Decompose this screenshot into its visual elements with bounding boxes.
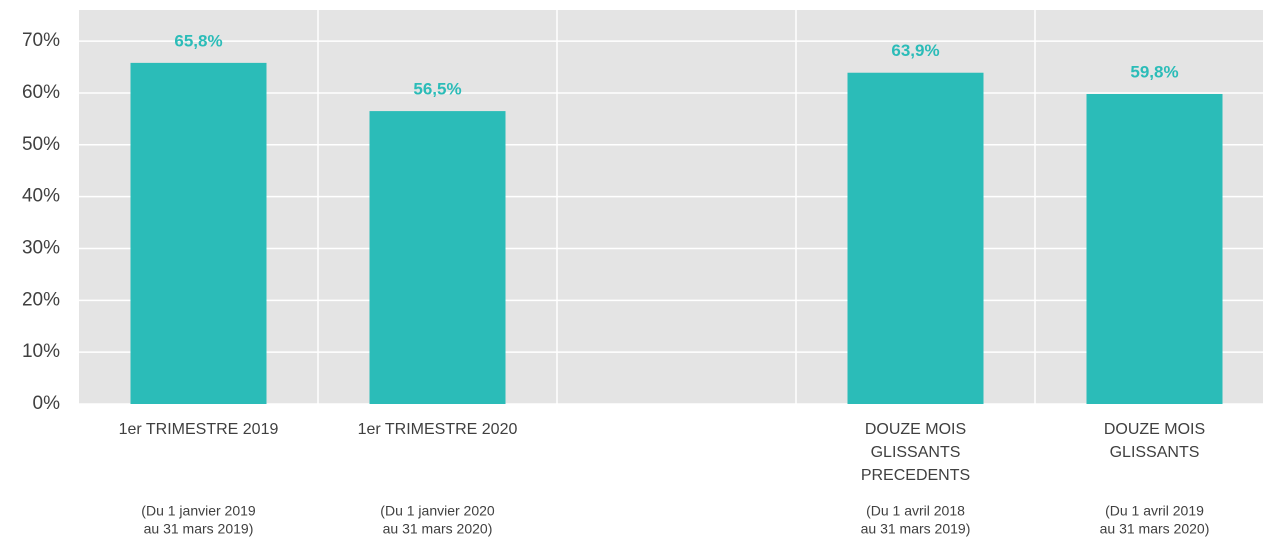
- period-label: (Du 1 avril 2019: [1105, 503, 1204, 519]
- y-tick-label: 70%: [22, 30, 60, 51]
- x-tick-label: GLISSANTS: [1110, 444, 1200, 461]
- x-tick-label: PRECEDENTS: [861, 467, 970, 484]
- bar: [1086, 93, 1223, 405]
- plot-background: [79, 10, 1263, 404]
- bar: [847, 72, 984, 405]
- period-label: au 31 mars 2019): [861, 521, 971, 537]
- x-tick-label: GLISSANTS: [871, 444, 961, 461]
- y-tick-label: 30%: [22, 237, 60, 258]
- y-tick-label: 0%: [33, 393, 61, 414]
- period-label: au 31 mars 2019): [144, 521, 254, 537]
- x-tick-label: DOUZE MOIS: [865, 421, 966, 438]
- period-label: (Du 1 avril 2018: [866, 503, 965, 519]
- x-tick-label: 1er TRIMESTRE 2020: [358, 421, 518, 438]
- value-label: 56,5%: [413, 80, 461, 99]
- x-tick-label: DOUZE MOIS: [1104, 421, 1205, 438]
- value-label: 65,8%: [174, 31, 222, 50]
- bar: [130, 62, 267, 405]
- y-tick-label: 40%: [22, 186, 60, 207]
- period-label: au 31 mars 2020): [1100, 521, 1210, 537]
- y-tick-label: 20%: [22, 289, 60, 310]
- period-label: (Du 1 janvier 2020: [380, 503, 495, 519]
- value-label: 59,8%: [1130, 62, 1178, 81]
- value-label: 63,9%: [891, 41, 939, 60]
- period-label: au 31 mars 2020): [383, 521, 493, 537]
- y-tick-label: 50%: [22, 134, 60, 155]
- x-tick-label: 1er TRIMESTRE 2019: [119, 421, 279, 438]
- period-label: (Du 1 janvier 2019: [141, 503, 256, 519]
- y-tick-label: 60%: [22, 82, 60, 103]
- bar: [369, 111, 506, 404]
- y-tick-label: 10%: [22, 341, 60, 362]
